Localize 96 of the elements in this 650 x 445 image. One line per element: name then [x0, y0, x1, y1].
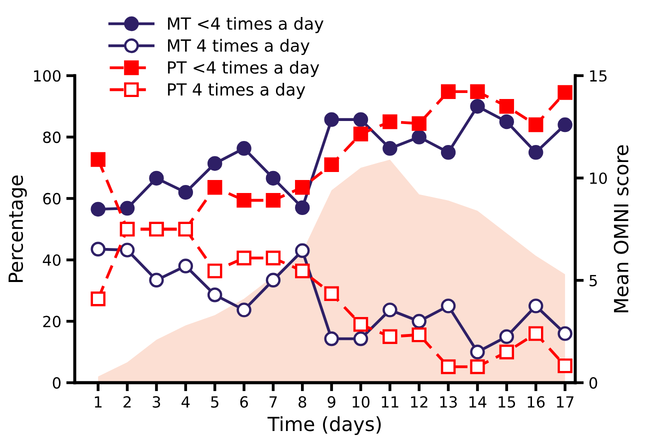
- point: [149, 170, 164, 186]
- point: [295, 200, 310, 216]
- y-tick-label: 100: [34, 70, 61, 82]
- point: [236, 250, 252, 266]
- point: [90, 292, 106, 306]
- x-tick-label: 3: [152, 396, 160, 408]
- point: [324, 331, 339, 346]
- y-tick-label: 60: [43, 192, 61, 204]
- point: [236, 141, 252, 156]
- point: [90, 202, 106, 217]
- legend-label: PT 4 times a day: [168, 82, 306, 99]
- point: [558, 117, 572, 132]
- legend-label: MT 4 times a day: [168, 38, 310, 56]
- point: [499, 98, 514, 114]
- point: [353, 126, 368, 142]
- x-axis-title: Time (days): [268, 416, 381, 436]
- x-tick-label: 5: [211, 396, 218, 408]
- y-tick-label: 80: [43, 132, 61, 144]
- point: [266, 170, 281, 186]
- y2-axis-title: Mean OMNI score: [614, 145, 628, 312]
- point: [120, 242, 135, 258]
- point: [412, 116, 426, 131]
- x-tick-label: 4: [182, 396, 190, 408]
- legend-label: PT <4 times a day: [168, 60, 320, 78]
- point: [90, 242, 106, 256]
- point: [295, 264, 310, 278]
- point: [412, 327, 426, 342]
- x-tick-label: 9: [328, 396, 336, 408]
- point: [149, 272, 164, 288]
- point: [470, 359, 485, 374]
- point: [382, 329, 398, 344]
- x-tick-label: 16: [528, 396, 545, 408]
- point: [353, 317, 368, 332]
- point: [470, 344, 485, 360]
- point: [178, 258, 194, 274]
- y2-tick-label: 10: [590, 172, 607, 184]
- x-tick-label: 17: [556, 396, 574, 408]
- point: [207, 180, 222, 195]
- point: [295, 180, 310, 195]
- point: [207, 288, 222, 302]
- point: [440, 359, 456, 374]
- x-tick-label: 2: [124, 396, 131, 408]
- point: [207, 264, 222, 278]
- point: [382, 114, 398, 130]
- point: [266, 192, 281, 208]
- x-tick-label: 7: [270, 396, 277, 408]
- point: [412, 130, 426, 144]
- y-tick-label: 20: [43, 316, 61, 328]
- point: [382, 302, 398, 318]
- x-tick-label: 8: [298, 396, 306, 408]
- point: [528, 298, 544, 314]
- point: [499, 329, 514, 344]
- x-tick-label: 14: [469, 396, 486, 408]
- point: [412, 314, 426, 329]
- point: [324, 112, 339, 127]
- point: [499, 114, 514, 130]
- x-tick-label: 10: [352, 396, 370, 408]
- point: [528, 117, 544, 132]
- point: [120, 200, 135, 216]
- y-tick-label: 40: [42, 254, 61, 266]
- point: [528, 326, 544, 341]
- point: [236, 302, 252, 318]
- point: [295, 243, 310, 258]
- point: [440, 145, 456, 160]
- point: [558, 85, 572, 100]
- point: [90, 152, 106, 167]
- y2-tick-label: 0: [589, 377, 598, 389]
- point: [324, 157, 339, 172]
- y2-tick-label: 5: [590, 275, 597, 286]
- point: [440, 298, 456, 314]
- point: [440, 84, 456, 99]
- point: [558, 326, 572, 341]
- x-tick-label: 11: [382, 396, 398, 408]
- point: [353, 112, 368, 127]
- legend-label: MT <4 times a day: [168, 16, 324, 34]
- x-tick-label: 6: [240, 396, 248, 408]
- point: [207, 156, 222, 171]
- y2-tick-label: 15: [590, 70, 607, 82]
- point: [266, 272, 281, 288]
- point: [470, 84, 485, 99]
- point: [324, 286, 339, 302]
- x-tick-label: 1: [94, 396, 102, 408]
- x-tick-label: 12: [411, 396, 428, 408]
- point: [470, 98, 485, 114]
- point: [353, 331, 368, 346]
- x-tick-label: 13: [440, 396, 457, 408]
- point: [236, 192, 252, 208]
- y-tick-label: 0: [52, 377, 61, 389]
- point: [266, 250, 281, 266]
- point: [558, 358, 572, 374]
- point: [528, 145, 544, 160]
- y-axis-title: Percentage: [8, 176, 27, 282]
- point: [178, 184, 194, 200]
- point: [499, 344, 514, 360]
- x-tick-label: 15: [498, 396, 516, 408]
- point: [382, 141, 398, 156]
